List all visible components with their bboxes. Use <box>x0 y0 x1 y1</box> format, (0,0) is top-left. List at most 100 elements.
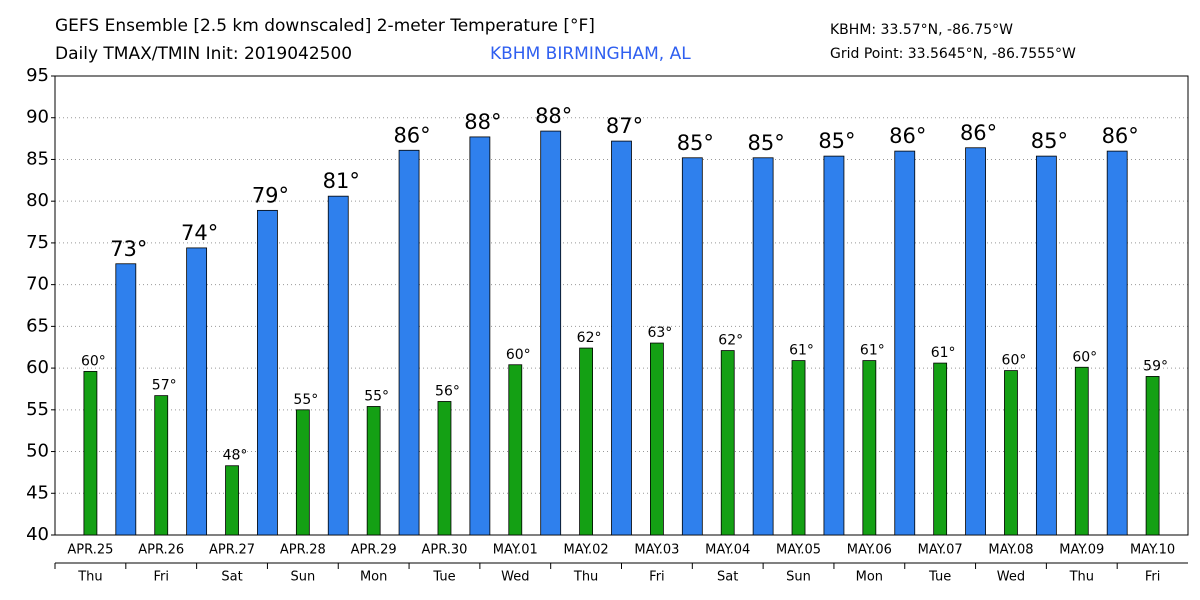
y-tick-label: 90 <box>26 107 49 128</box>
y-tick-label: 60 <box>26 357 49 378</box>
x-tick-label: MAY.05 <box>776 543 821 558</box>
bar <box>791 360 806 536</box>
bar <box>540 130 562 536</box>
x-tick-label: MAY.02 <box>564 543 609 558</box>
bar <box>1004 370 1018 536</box>
bar <box>327 195 349 536</box>
weekday-label: Thu <box>573 570 598 585</box>
weekday-label: Sun <box>786 570 811 585</box>
value-label: 60° <box>81 353 106 369</box>
bar <box>965 147 986 536</box>
y-tick-label: 50 <box>26 441 49 462</box>
bar <box>611 140 632 536</box>
value-label: 61° <box>931 345 956 361</box>
bar <box>437 401 452 536</box>
bar <box>225 465 239 536</box>
bar <box>1035 155 1057 536</box>
weekday-label: Thu <box>77 570 102 585</box>
value-label: 73° <box>110 237 147 261</box>
bar <box>752 157 774 536</box>
x-tick-label: MAY.04 <box>705 543 750 558</box>
value-label: 88° <box>464 110 501 134</box>
chart-title: GEFS Ensemble [2.5 km downscaled] 2-mete… <box>55 16 595 36</box>
weekday-label: Sat <box>717 570 738 585</box>
value-label: 87° <box>606 114 643 138</box>
value-label: 57° <box>152 378 177 394</box>
value-label: 62° <box>577 330 602 346</box>
x-tick-label: APR.28 <box>280 543 326 558</box>
x-tick-label: MAY.09 <box>1059 543 1104 558</box>
bar <box>823 155 845 536</box>
value-label: 55° <box>293 392 318 408</box>
y-tick-label: 95 <box>26 65 49 86</box>
weekday-label: Fri <box>153 570 169 585</box>
x-tick-label: MAY.07 <box>918 543 963 558</box>
value-label: 81° <box>323 169 360 193</box>
x-tick-label: APR.30 <box>421 543 467 558</box>
value-label: 85° <box>1031 129 1068 153</box>
value-label: 86° <box>1102 124 1139 148</box>
value-label: 60° <box>1072 349 1097 365</box>
y-tick-label: 70 <box>26 274 49 295</box>
weekday-label: Sun <box>290 570 315 585</box>
weekday-label: Wed <box>501 570 529 585</box>
bar <box>115 263 137 536</box>
bar <box>681 157 703 536</box>
y-tick-label: 80 <box>26 190 49 211</box>
value-label: 79° <box>252 183 289 207</box>
y-tick-label: 45 <box>26 482 49 503</box>
value-label: 74° <box>181 221 218 245</box>
value-label: 56° <box>435 383 460 399</box>
value-label: 59° <box>1143 358 1168 374</box>
y-tick-label: 65 <box>26 315 49 336</box>
bar <box>862 360 877 536</box>
value-label: 55° <box>364 388 389 404</box>
weekday-label: Tue <box>432 570 455 585</box>
bar <box>650 342 664 536</box>
bar <box>186 247 208 536</box>
chart-subtitle: Daily TMAX/TMIN Init: 2019042500 <box>55 44 352 64</box>
grid-point: Grid Point: 33.5645°N, -86.7555°W <box>830 46 1076 62</box>
bar <box>579 347 593 536</box>
y-tick-label: 40 <box>26 524 49 545</box>
y-tick-label: 85 <box>26 148 49 169</box>
bar <box>154 395 169 536</box>
bar <box>398 149 420 536</box>
bar <box>508 364 523 536</box>
bar <box>894 150 916 536</box>
x-tick-label: MAY.10 <box>1130 543 1175 558</box>
weekday-label: Mon <box>360 570 387 585</box>
x-tick-label: MAY.03 <box>634 543 679 558</box>
weekday-label: Fri <box>1145 570 1161 585</box>
station-coords: KBHM: 33.57°N, -86.75°W <box>830 22 1013 38</box>
station-name: KBHM BIRMINGHAM, AL <box>490 44 691 64</box>
value-label: 86° <box>889 124 926 148</box>
value-label: 62° <box>718 333 743 349</box>
weekday-label: Sat <box>221 570 242 585</box>
bar <box>1074 366 1089 536</box>
value-label: 85° <box>677 131 714 155</box>
bar <box>83 371 98 536</box>
x-tick-label: APR.27 <box>209 543 255 558</box>
value-label: 60° <box>506 347 531 363</box>
x-tick-label: MAY.08 <box>988 543 1033 558</box>
value-label: 85° <box>748 131 785 155</box>
weekday-label: Wed <box>997 570 1025 585</box>
weekday-label: Mon <box>856 570 883 585</box>
x-tick-label: MAY.01 <box>493 543 538 558</box>
weekday-label: Thu <box>1069 570 1094 585</box>
weekday-label: Tue <box>928 570 951 585</box>
y-tick-label: 75 <box>26 232 49 253</box>
y-tick-label: 55 <box>26 399 49 420</box>
bar <box>257 209 278 536</box>
bar <box>933 362 948 536</box>
bar <box>1106 150 1128 536</box>
value-label: 86° <box>960 121 997 145</box>
x-tick-label: APR.29 <box>351 543 397 558</box>
x-tick-label: APR.25 <box>67 543 113 558</box>
x-tick-label: MAY.06 <box>847 543 892 558</box>
value-label: 60° <box>1002 353 1027 369</box>
value-label: 61° <box>789 343 814 359</box>
bar <box>295 409 310 536</box>
